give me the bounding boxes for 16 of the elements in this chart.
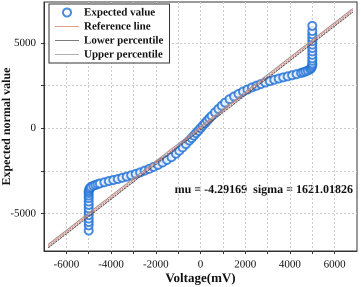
x-tick-label: 6000	[324, 258, 346, 270]
legend-label: Reference line	[84, 20, 151, 32]
x-axis-title: Voltage(mV)	[165, 270, 236, 285]
x-tick-label: -6000	[54, 258, 80, 270]
legend-label: Expected value	[84, 6, 156, 18]
legend-label: Upper percentile	[84, 48, 163, 60]
x-tick-label: 2000	[234, 258, 257, 270]
legend-label: Lower percentile	[84, 34, 164, 46]
x-tick-label: 0	[198, 258, 204, 270]
x-tick-label: -2000	[142, 258, 170, 270]
y-tick-label: 5000	[14, 36, 36, 49]
x-tick-label: 4000	[278, 258, 302, 270]
y-tick-label: -5000	[10, 207, 36, 220]
y-axis-title: Expected normal value	[0, 66, 13, 186]
x-tick-label: -4000	[98, 258, 124, 270]
y-tick-label: 0	[30, 122, 36, 134]
